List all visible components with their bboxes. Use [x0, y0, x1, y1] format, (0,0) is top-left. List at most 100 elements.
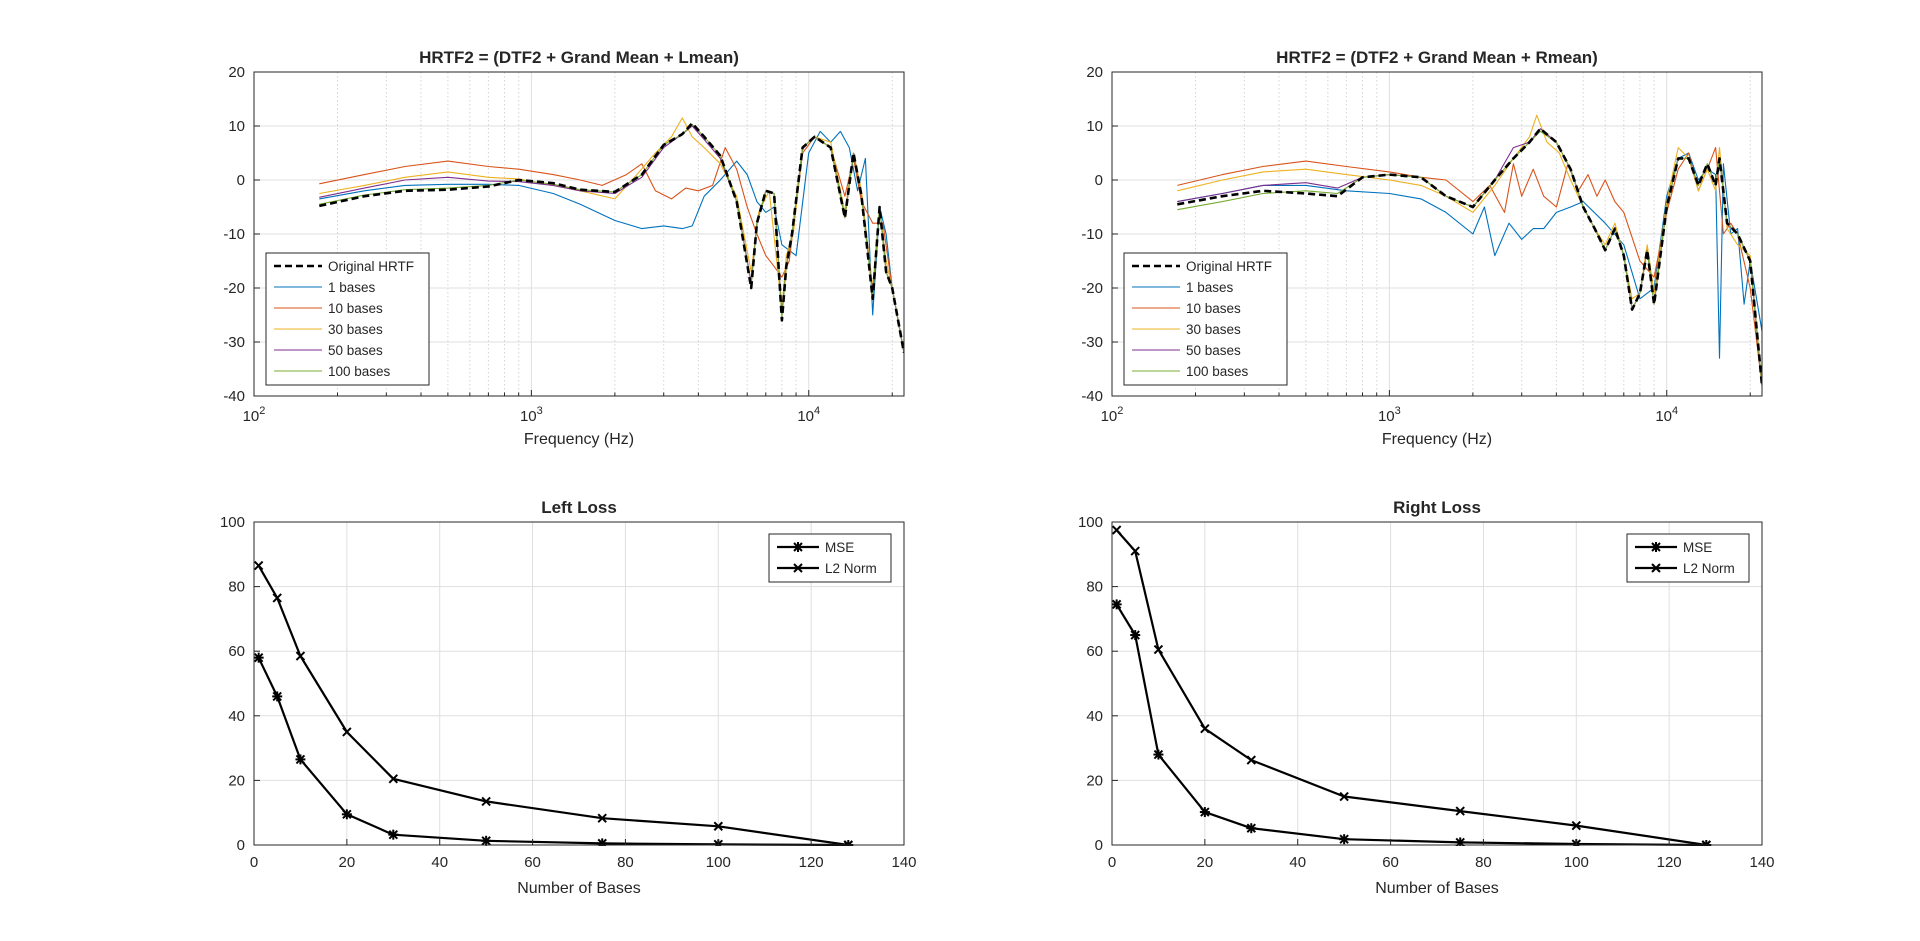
- marker-stroke: [1200, 724, 1210, 734]
- hrtf-right-legend-label: 30 bases: [1186, 322, 1241, 337]
- loss-left-l2-norm-point: [254, 560, 264, 571]
- hrtf-left-legend-label: 100 bases: [328, 364, 391, 379]
- marker-stroke: [254, 560, 264, 571]
- loss-right-ytick-label: 0: [1095, 837, 1103, 854]
- loss-left-l2-norm-point: [272, 593, 282, 603]
- loss-right-mse-point: [1199, 807, 1210, 818]
- hrtf-left-ytick-label: 0: [237, 172, 245, 189]
- xtick-base: 10: [797, 408, 814, 425]
- hrtf-right-ytick-label: 20: [1086, 64, 1103, 81]
- loss-left-xtick-label: 100: [706, 854, 731, 871]
- loss-left-l2-norm-point: [481, 796, 491, 807]
- hrtf-left-legend-label: 1 bases: [328, 280, 376, 295]
- hrtf-right-legend: Original HRTF 1 bases 10 bases 30 bases 50 b…: [1123, 252, 1288, 386]
- xtick-exponent: 3: [1395, 405, 1401, 417]
- loss-right-l2-norm-point: [1246, 755, 1256, 765]
- loss-right-title: Right Loss: [1393, 498, 1481, 517]
- loss-left-ticks: 0 20 40 60 80 100 120 140 100 80 60 40 20 0: [220, 514, 917, 871]
- loss-left-axes: 0 20 40 60 80 100 120 140 100 80 60 40 20 0 Left Loss N…: [220, 498, 917, 897]
- loss-left-ytick-label: 100: [220, 514, 245, 531]
- loss-left-l2-norm-point: [295, 651, 306, 661]
- hrtf-left-xlabel: Frequency (Hz): [524, 431, 634, 448]
- marker-stroke: [481, 796, 491, 807]
- loss-right-ytick-label: 40: [1086, 708, 1103, 725]
- hrtf-left-ytick-label: -40: [223, 388, 245, 405]
- loss-left-ytick-label: 0: [237, 837, 245, 854]
- marker-stroke: [1455, 806, 1465, 816]
- xtick-exponent: 4: [1672, 405, 1678, 417]
- loss-left-l2-norm-point: [713, 821, 723, 831]
- legend-marker: [1651, 563, 1661, 573]
- hrtf-right-legend-label: 10 bases: [1186, 301, 1241, 316]
- hrtf-left-ytick-label: -10: [223, 226, 245, 243]
- loss-right-legend-label: L2 Norm: [1683, 561, 1735, 576]
- loss-right-legend-box: [1626, 533, 1750, 583]
- loss-right-xtick-label: 100: [1564, 854, 1589, 871]
- hrtf-left-legend-label: 30 bases: [328, 322, 383, 337]
- loss-right-ytick-label: 80: [1086, 579, 1103, 596]
- xtick-exponent: 2: [259, 405, 265, 417]
- loss-right-mse-point: [1339, 834, 1350, 845]
- loss-left-mse-point: [341, 809, 352, 820]
- loss-left-xtick-label: 20: [339, 854, 356, 871]
- marker-stroke: [342, 727, 352, 737]
- hrtf-right-ytick-label: 0: [1095, 172, 1103, 189]
- hrtf-right-xtick-label: 103: [1378, 405, 1401, 425]
- hrtf-right-series-group: [1177, 114, 1762, 386]
- hrtf-right-ytick-label: -20: [1081, 280, 1103, 297]
- xtick-exponent: 3: [537, 405, 543, 417]
- marker-stroke: [1153, 644, 1164, 655]
- marker-stroke: [1571, 820, 1581, 831]
- hrtf-left-ytick-label: -20: [223, 280, 245, 297]
- hrtf-right-xtick-label: 104: [1655, 405, 1678, 425]
- loss-left-xtick-label: 60: [524, 854, 541, 871]
- hrtf-right-legend-box: [1123, 252, 1288, 386]
- loss-left-title: Left Loss: [541, 498, 617, 517]
- loss-right-xtick-label: 80: [1475, 854, 1492, 871]
- loss-left-ytick-label: 60: [228, 643, 245, 660]
- loss-left-xtick-label: 40: [431, 854, 448, 871]
- loss-right-xtick-label: 140: [1749, 854, 1774, 871]
- hrtf-right-xtick-label: 102: [1101, 405, 1124, 425]
- hrtf-right-ytick-label: 10: [1086, 118, 1103, 135]
- loss-left-legend-label: MSE: [825, 540, 854, 555]
- xtick-base: 10: [1101, 408, 1118, 425]
- loss-right-ytick-label: 100: [1078, 514, 1103, 531]
- hrtf-left-xtick-label: 104: [797, 405, 820, 425]
- loss-left-xtick-label: 80: [617, 854, 634, 871]
- loss-right-xtick-label: 60: [1382, 854, 1399, 871]
- loss-right-ytick-label: 60: [1086, 643, 1103, 660]
- loss-right-xtick-label: 40: [1289, 854, 1306, 871]
- hrtf-left-xtick-label: 103: [520, 405, 543, 425]
- loss-left-l2-norm-point: [342, 727, 352, 737]
- loss-left-mse-point: [254, 652, 264, 663]
- loss-right-xtick-label: 20: [1197, 854, 1214, 871]
- hrtf-right-legend-label: 100 bases: [1186, 364, 1249, 379]
- xtick-exponent: 2: [1117, 405, 1123, 417]
- loss-right-legend-label: MSE: [1683, 540, 1712, 555]
- loss-right-xlabel: Number of Bases: [1375, 880, 1499, 897]
- loss-right-l2-norm-point: [1571, 820, 1581, 831]
- hrtf-left-legend-label: Original HRTF: [328, 259, 414, 274]
- loss-left-mse-point: [272, 691, 283, 702]
- hrtf-right-xlabel: Frequency (Hz): [1382, 431, 1492, 448]
- loss-right-axes: 0 20 40 60 80 100 120 140 100 80 60 40 20 0 Right Loss…: [1078, 498, 1775, 897]
- loss-left-mse-point: [295, 754, 306, 765]
- hrtf-right-ytick-label: -30: [1081, 334, 1103, 351]
- xtick-base: 10: [1378, 408, 1395, 425]
- loss-right-l2-norm-point: [1200, 724, 1210, 734]
- loss-right-axes-box: [1111, 521, 1763, 846]
- loss-left-xtick-label: 140: [891, 854, 916, 871]
- marker-stroke: [1339, 791, 1349, 802]
- loss-left-l2-norm-point: [388, 774, 398, 784]
- marker-stroke: [1130, 546, 1140, 556]
- loss-right-ytick-label: 20: [1086, 772, 1103, 789]
- loss-left-xtick-label: 0: [250, 854, 258, 871]
- loss-left-ytick-label: 20: [228, 772, 245, 789]
- hrtf-left-series-1-bases-line: [319, 130, 904, 353]
- loss-left-ytick-label: 40: [228, 708, 245, 725]
